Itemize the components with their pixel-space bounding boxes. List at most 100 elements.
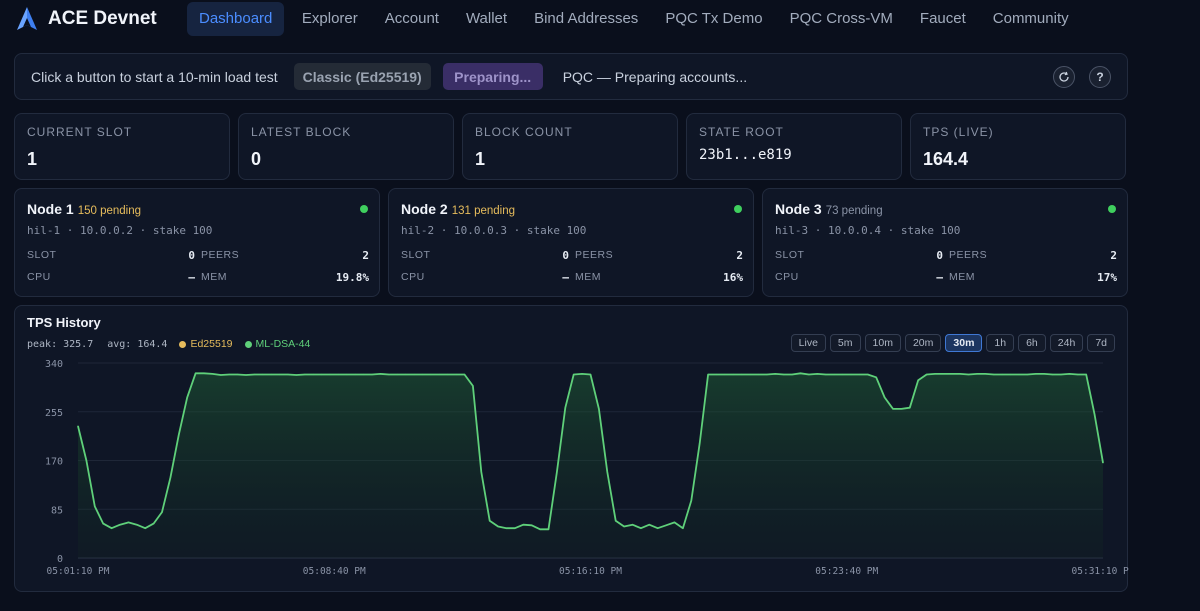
data-point xyxy=(329,373,331,376)
y-tick-label: 170 xyxy=(45,457,63,468)
data-point xyxy=(472,385,474,387)
data-point xyxy=(262,373,264,376)
node-name: Node 3 73 pending xyxy=(775,201,883,217)
node-card-3: Node 3 73 pending hil-3 · 10.0.0.4 · stak… xyxy=(762,188,1128,297)
data-point xyxy=(909,407,911,409)
data-point xyxy=(690,500,692,502)
x-tick-label: 05:16:10 PM xyxy=(559,566,622,577)
data-point xyxy=(968,373,970,376)
tab-faucet[interactable]: Faucet xyxy=(919,10,966,27)
tab-pqc-tx-demo[interactable]: PQC Tx Demo xyxy=(665,10,763,27)
data-point xyxy=(556,471,558,473)
node-status-dot xyxy=(360,205,368,213)
peers-label: PEERS xyxy=(575,249,614,261)
brand-title: ACE Devnet xyxy=(48,8,157,29)
brand[interactable]: ACE Devnet xyxy=(16,6,187,32)
legend-ml-dsa-44: ML-DSA-44 xyxy=(255,338,311,350)
data-point xyxy=(631,524,634,526)
classic-load-test-button[interactable]: Classic (Ed25519) xyxy=(293,63,431,90)
data-point xyxy=(934,373,936,375)
pqc-load-test-button[interactable]: Preparing... xyxy=(442,63,543,90)
data-point xyxy=(1085,373,1087,376)
data-point xyxy=(531,524,533,526)
slot-label: SLOT xyxy=(27,249,57,261)
data-point xyxy=(111,527,113,529)
data-point xyxy=(1018,373,1020,376)
tab-community[interactable]: Community xyxy=(992,10,1069,27)
data-point xyxy=(833,373,835,376)
peak-value: peak: 325.7 xyxy=(27,338,94,350)
tab-wallet[interactable]: Wallet xyxy=(465,10,508,27)
tps-history-card: TPS History peak: 325.7 avg: 164.4 Ed255… xyxy=(14,305,1129,592)
data-point xyxy=(841,373,844,376)
data-point xyxy=(825,373,827,376)
cpu-label: CPU xyxy=(401,271,425,283)
y-tick-label: 85 xyxy=(51,505,63,516)
range-button-1h[interactable]: 1h xyxy=(986,334,1015,352)
node-address: hil-1 · 10.0.0.2 · stake 100 xyxy=(27,224,213,237)
data-point xyxy=(346,373,348,376)
peers-label: PEERS xyxy=(201,249,240,261)
data-point xyxy=(774,373,776,375)
data-point xyxy=(153,523,155,525)
data-point xyxy=(942,373,945,375)
data-point xyxy=(1035,373,1037,375)
node-address: hil-2 · 10.0.0.3 · stake 100 xyxy=(401,224,587,237)
data-point xyxy=(136,524,138,526)
stat-value: 164.4 xyxy=(923,149,969,169)
range-button-20m[interactable]: 20m xyxy=(904,334,942,352)
ml-dsa-legend-dot-icon xyxy=(244,340,252,348)
tab-explorer[interactable]: Explorer xyxy=(301,10,358,27)
range-button-6h[interactable]: 6h xyxy=(1018,334,1046,352)
node-title: Node 2 xyxy=(401,201,448,217)
range-button-live[interactable]: Live xyxy=(790,334,826,352)
slot-value: 0 xyxy=(562,249,569,262)
data-point xyxy=(514,527,516,529)
data-point xyxy=(195,372,197,374)
tab-account[interactable]: Account xyxy=(384,10,439,27)
tab-dashboard[interactable]: Dashboard xyxy=(187,2,285,36)
data-point xyxy=(673,521,676,523)
data-point xyxy=(379,373,382,375)
data-point xyxy=(388,373,390,376)
data-point xyxy=(732,373,734,376)
slot-value: 0 xyxy=(936,249,943,262)
node-card-2: Node 2 131 pending hil-2 · 10.0.0.3 · sta… xyxy=(388,188,754,297)
ace-logo-icon xyxy=(17,7,37,30)
tab-pqc-cross-vm[interactable]: PQC Cross-VM xyxy=(789,10,893,27)
range-button-24h[interactable]: 24h xyxy=(1049,334,1084,352)
stat-label: CURRENT SLOT xyxy=(27,125,133,139)
data-point xyxy=(228,373,230,376)
data-point xyxy=(186,396,188,398)
data-point xyxy=(421,373,424,376)
peers-value: 2 xyxy=(362,249,369,262)
data-point xyxy=(808,373,810,376)
top-navigation-bar: ACE Devnet Dashboard Explorer Account Wa… xyxy=(0,0,1200,38)
range-button-5m[interactable]: 5m xyxy=(829,334,861,352)
data-point xyxy=(178,434,180,436)
mem-label: MEM xyxy=(201,271,227,283)
data-point xyxy=(623,525,625,528)
range-button-7d[interactable]: 7d xyxy=(1087,334,1115,352)
cpu-label: CPU xyxy=(27,271,51,283)
data-point xyxy=(119,524,121,526)
data-point xyxy=(505,527,508,529)
stat-latest-block: LATEST BLOCK 0 xyxy=(238,113,454,180)
data-point xyxy=(648,524,650,526)
data-point xyxy=(1077,373,1079,376)
refresh-icon[interactable] xyxy=(1053,66,1075,88)
tab-bind-addresses[interactable]: Bind Addresses xyxy=(534,10,639,27)
peers-value: 2 xyxy=(736,249,743,262)
data-point xyxy=(791,373,793,376)
range-button-30m[interactable]: 30m xyxy=(945,334,983,352)
data-point xyxy=(1001,373,1003,376)
data-point xyxy=(858,373,861,376)
data-point xyxy=(984,373,987,375)
help-icon[interactable]: ? xyxy=(1089,66,1111,88)
node-name: Node 2 131 pending xyxy=(401,201,515,217)
y-tick-label: 0 xyxy=(57,554,63,565)
time-range-selector: Live 5m 10m 20m 30m 1h 6h 24h 7d xyxy=(787,334,1115,352)
data-point xyxy=(1043,373,1045,375)
data-point xyxy=(976,373,978,375)
range-button-10m[interactable]: 10m xyxy=(864,334,901,352)
